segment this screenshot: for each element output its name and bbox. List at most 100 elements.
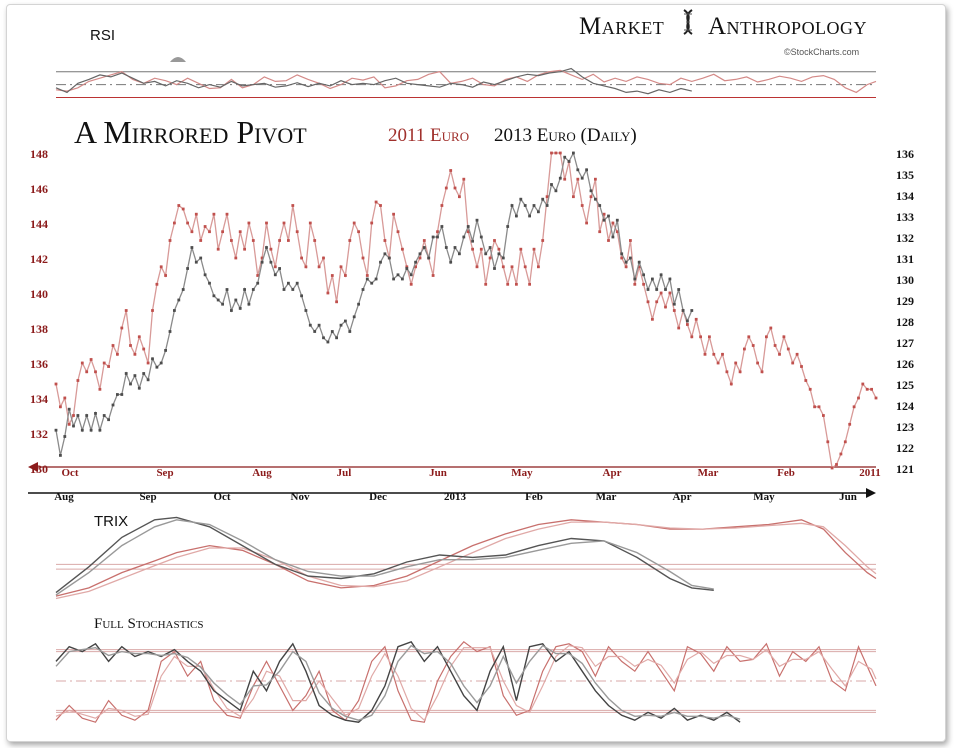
series-point-euro2013: [317, 323, 321, 327]
series-point-euro2013: [102, 414, 106, 417]
series-point-euro2011: [466, 230, 470, 234]
series-point-euro2011: [173, 221, 176, 225]
right-axis-tick-label: 133: [896, 210, 914, 224]
series-point-euro2013: [282, 288, 286, 291]
series-point-euro2011: [230, 239, 233, 242]
series-point-euro2011: [374, 200, 378, 204]
series-point-euro2013: [67, 407, 71, 411]
series-point-euro2011: [251, 239, 255, 242]
series-point-euro2013: [488, 246, 492, 249]
series-point-euro2013: [85, 414, 89, 417]
series-point-euro2013: [580, 176, 584, 180]
series-point-euro2013: [76, 414, 80, 417]
series-point-euro2011: [826, 440, 830, 444]
series-point-euro2013: [339, 323, 343, 327]
series-point-euro2013: [54, 428, 58, 432]
series-point-euro2013: [405, 267, 409, 270]
series-point-euro2011: [383, 239, 387, 242]
series-point-euro2011: [523, 265, 527, 269]
right-axis-tick-label: 123: [896, 420, 914, 434]
series-point-euro2011: [379, 204, 382, 207]
series-point-euro2011: [190, 230, 194, 234]
series-point-euro2011: [729, 382, 733, 386]
series-point-euro2011: [611, 221, 615, 225]
rsi-label: RSI: [90, 27, 115, 44]
series-point-euro2011: [124, 309, 128, 312]
series-point-euro2013: [541, 197, 545, 201]
series-point-euro2013: [550, 183, 553, 186]
series-point-euro2011: [159, 265, 163, 269]
series-point-euro2011: [734, 361, 738, 365]
series-point-euro2011: [308, 221, 312, 225]
series-point-euro2011: [615, 230, 619, 234]
series-point-euro2011: [786, 347, 790, 351]
axis-2013-tick-label: Mar: [596, 491, 617, 503]
series-point-euro2013: [287, 281, 290, 285]
series-point-euro2011: [760, 370, 764, 374]
series-point-euro2011: [326, 291, 330, 295]
series-point-euro2011: [607, 239, 610, 242]
series-point-euro2013: [523, 204, 527, 207]
series-point-euro2013: [642, 273, 645, 277]
series-point-euro2011: [532, 247, 536, 251]
series-point-euro2011: [234, 256, 238, 260]
series-point-euro2011: [133, 352, 137, 356]
series-point-euro2013: [392, 277, 395, 281]
series-point-euro2011: [813, 405, 816, 409]
axis-2011-tick-label: Apr: [603, 467, 622, 479]
series-point-euro2013: [537, 210, 540, 214]
axis-2013-tick-label: Feb: [525, 491, 543, 503]
brand-header: Market Anthropology ©StockCharts.com: [579, 9, 867, 57]
series-point-euro2011: [177, 204, 181, 207]
series-point-euro2011: [155, 282, 159, 286]
series-point-euro2013: [133, 374, 137, 377]
series-point-euro2013: [620, 252, 624, 256]
series-point-euro2011: [620, 256, 624, 260]
trix-label: TRIX: [94, 513, 128, 530]
series-point-euro2011: [865, 387, 869, 391]
series-point-euro2013: [401, 277, 404, 281]
series-point-euro2011: [238, 230, 242, 234]
series-point-euro2013: [129, 382, 132, 386]
series-point-euro2011: [672, 309, 676, 312]
series-point-euro2011: [545, 195, 549, 199]
trix-panel: [55, 516, 877, 600]
right-axis-tick-label: 126: [896, 357, 914, 371]
series-point-euro2011: [392, 212, 395, 216]
series-point-euro2013: [532, 204, 536, 207]
right-axis-tick-label: 125: [896, 378, 914, 392]
series-point-euro2011: [194, 212, 198, 216]
right-axis-tick-label: 122: [896, 441, 914, 455]
series-point-euro2011: [870, 387, 873, 391]
series-point-euro2013: [173, 309, 176, 312]
series-point-euro2013: [444, 246, 448, 249]
stockcharts-credit: ©StockCharts.com: [784, 47, 859, 57]
series-point-euro2013: [221, 302, 224, 306]
series-point-euro2013: [308, 323, 312, 327]
series-point-euro2011: [199, 239, 203, 242]
series-point-euro2011: [54, 382, 58, 386]
series-point-euro2013: [124, 372, 128, 375]
series-point-euro2011: [541, 239, 545, 242]
series-point-euro2011: [642, 282, 645, 286]
series-point-euro2011: [712, 352, 716, 356]
stoch-line-2013-b: [55, 644, 741, 721]
series-point-euro2013: [501, 256, 505, 260]
brand-word-anthropology: Anthropology: [708, 13, 867, 40]
series-point-euro2011: [76, 379, 80, 382]
series-point-euro2011: [651, 317, 654, 321]
series-point-euro2011: [471, 247, 474, 251]
series-point-euro2011: [72, 414, 75, 417]
series-point-euro2011: [98, 387, 102, 391]
series-point-euro2011: [633, 282, 637, 286]
rsi-overbought-fill: [170, 57, 186, 62]
series-point-euro2013: [89, 428, 93, 432]
series-point-euro2011: [458, 195, 461, 199]
series-point-euro2011: [247, 221, 251, 225]
series-point-euro2011: [510, 265, 514, 269]
series-point-euro2011: [361, 256, 365, 260]
series-point-euro2011: [488, 256, 492, 260]
series-point-euro2011: [690, 335, 694, 339]
series-point-euro2011: [637, 265, 641, 269]
series-point-euro2013: [94, 412, 97, 415]
